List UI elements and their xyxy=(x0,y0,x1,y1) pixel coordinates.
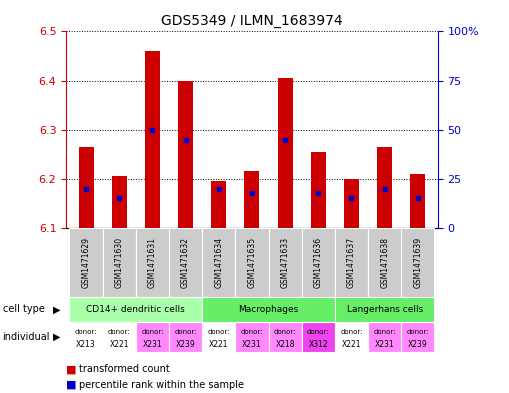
Bar xyxy=(202,297,335,322)
Bar xyxy=(335,322,368,352)
Text: X239: X239 xyxy=(176,340,195,349)
Bar xyxy=(70,297,202,322)
Bar xyxy=(178,81,193,228)
Text: GSM1471637: GSM1471637 xyxy=(347,237,356,288)
Bar xyxy=(344,179,359,228)
Bar xyxy=(103,228,136,297)
Bar xyxy=(368,228,401,297)
Bar xyxy=(70,322,103,352)
Text: X231: X231 xyxy=(242,340,262,349)
Text: donor:: donor: xyxy=(175,329,197,335)
Bar xyxy=(269,322,302,352)
Bar xyxy=(235,322,269,352)
Bar xyxy=(235,228,269,297)
Bar xyxy=(136,322,169,352)
Bar xyxy=(410,174,426,228)
Bar xyxy=(335,228,368,297)
Text: GSM1471634: GSM1471634 xyxy=(214,237,223,288)
Bar xyxy=(211,181,226,228)
Text: X221: X221 xyxy=(109,340,129,349)
Text: ▶: ▶ xyxy=(53,332,61,342)
Text: X239: X239 xyxy=(408,340,428,349)
Bar xyxy=(368,322,401,352)
Text: GSM1471639: GSM1471639 xyxy=(413,237,422,288)
Text: donor:: donor: xyxy=(108,329,130,335)
Text: donor:: donor: xyxy=(241,329,263,335)
Text: GSM1471633: GSM1471633 xyxy=(280,237,290,288)
Text: ▶: ▶ xyxy=(53,305,61,314)
Text: donor:: donor: xyxy=(307,329,329,335)
Bar xyxy=(169,228,202,297)
Text: donor:: donor: xyxy=(141,329,164,335)
Text: cell type: cell type xyxy=(3,305,44,314)
Bar xyxy=(311,152,326,228)
Text: Macrophages: Macrophages xyxy=(238,305,299,314)
Text: individual: individual xyxy=(3,332,50,342)
Text: donor:: donor: xyxy=(374,329,396,335)
Bar xyxy=(202,228,235,297)
Bar xyxy=(269,228,302,297)
Text: donor:: donor: xyxy=(407,329,429,335)
Text: Langerhans cells: Langerhans cells xyxy=(347,305,423,314)
Bar xyxy=(70,228,103,297)
Text: X221: X221 xyxy=(342,340,361,349)
Text: percentile rank within the sample: percentile rank within the sample xyxy=(79,380,244,390)
Bar xyxy=(302,228,335,297)
Bar xyxy=(136,228,169,297)
Bar xyxy=(202,322,235,352)
Text: CD14+ dendritic cells: CD14+ dendritic cells xyxy=(87,305,185,314)
Text: X312: X312 xyxy=(308,340,328,349)
Bar xyxy=(244,171,260,228)
Text: donor:: donor: xyxy=(340,329,363,335)
Bar xyxy=(103,322,136,352)
Text: donor:: donor: xyxy=(75,329,97,335)
Text: X221: X221 xyxy=(209,340,229,349)
Text: transformed count: transformed count xyxy=(79,364,169,375)
Bar xyxy=(335,297,434,322)
Bar xyxy=(169,322,202,352)
Text: GSM1471629: GSM1471629 xyxy=(81,237,91,288)
Text: GSM1471631: GSM1471631 xyxy=(148,237,157,288)
Bar xyxy=(278,78,293,228)
Text: X231: X231 xyxy=(375,340,394,349)
Bar xyxy=(302,322,335,352)
Text: donor:: donor: xyxy=(274,329,296,335)
Text: X218: X218 xyxy=(275,340,295,349)
Text: GSM1471638: GSM1471638 xyxy=(380,237,389,288)
Text: ■: ■ xyxy=(66,380,77,390)
Text: X231: X231 xyxy=(143,340,162,349)
Text: donor:: donor: xyxy=(208,329,230,335)
Bar xyxy=(401,228,434,297)
Title: GDS5349 / ILMN_1683974: GDS5349 / ILMN_1683974 xyxy=(161,14,343,28)
Text: GSM1471636: GSM1471636 xyxy=(314,237,323,288)
Text: ■: ■ xyxy=(66,364,77,375)
Text: GSM1471635: GSM1471635 xyxy=(247,237,257,288)
Text: X213: X213 xyxy=(76,340,96,349)
Text: GSM1471630: GSM1471630 xyxy=(115,237,124,288)
Text: GSM1471632: GSM1471632 xyxy=(181,237,190,288)
Bar xyxy=(401,322,434,352)
Bar xyxy=(112,176,127,228)
Bar xyxy=(78,147,94,228)
Bar xyxy=(145,51,160,228)
Bar xyxy=(377,147,392,228)
